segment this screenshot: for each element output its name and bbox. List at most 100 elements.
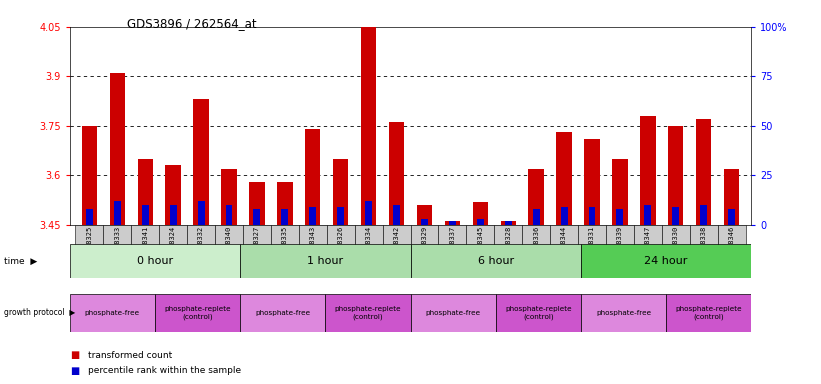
Bar [70,294,155,332]
Bar [581,294,666,332]
Bar [561,207,567,225]
Text: phosphate-free: phosphate-free [255,310,310,316]
Text: GSM618341: GSM618341 [142,226,148,265]
Text: GSM618324: GSM618324 [170,226,177,265]
Bar [589,207,595,225]
Bar [277,182,292,225]
Bar [103,225,131,276]
Text: phosphate-free: phosphate-free [596,310,651,316]
Bar [505,221,511,225]
Text: GSM618345: GSM618345 [477,226,484,265]
Text: ■: ■ [70,350,79,360]
Bar [215,225,243,276]
Bar [449,221,456,225]
Bar [337,207,344,225]
Bar [131,225,159,276]
Bar [662,225,690,276]
Bar [640,116,655,225]
Text: GSM618340: GSM618340 [226,226,232,265]
Bar [724,169,740,225]
Text: growth protocol  ▶: growth protocol ▶ [4,308,76,318]
Text: percentile rank within the sample: percentile rank within the sample [88,366,241,375]
Text: GSM618333: GSM618333 [114,226,120,265]
Bar [271,225,299,276]
Bar [198,201,204,225]
Text: GSM618339: GSM618339 [617,226,623,265]
Bar [282,209,288,225]
Bar [142,205,149,225]
Bar [226,205,232,225]
Text: transformed count: transformed count [88,351,172,360]
Bar [159,225,187,276]
Text: GSM618337: GSM618337 [449,226,456,265]
Bar [473,202,488,225]
Bar [421,219,428,225]
Bar [410,225,438,276]
Bar [617,209,623,225]
Bar [81,126,97,225]
Bar [501,221,516,225]
Bar [438,225,466,276]
Text: GSM618335: GSM618335 [282,226,288,265]
Bar [672,207,679,225]
Bar [696,119,712,225]
Bar [222,169,236,225]
Bar [361,27,376,225]
Bar [410,244,581,278]
Text: GSM618344: GSM618344 [561,226,567,265]
Bar [550,225,578,276]
Bar [305,129,320,225]
Text: GSM618347: GSM618347 [644,226,651,265]
Text: GSM618332: GSM618332 [198,226,204,265]
Bar [477,219,484,225]
Bar [410,294,496,332]
Text: phosphate-replete
(control): phosphate-replete (control) [676,306,742,320]
Text: phosphate-free: phosphate-free [425,310,480,316]
Bar [496,294,581,332]
Bar [254,209,260,225]
Text: 1 hour: 1 hour [307,256,343,266]
Bar [529,169,544,225]
Bar [243,225,271,276]
Text: GSM618328: GSM618328 [505,226,511,265]
Bar [137,159,153,225]
Text: GSM618342: GSM618342 [393,226,400,265]
Text: 24 hour: 24 hour [644,256,688,266]
Bar [365,201,372,225]
Bar [494,225,522,276]
Bar [86,209,93,225]
Bar [718,225,745,276]
Bar [393,205,400,225]
Bar [299,225,327,276]
Bar [644,205,651,225]
Bar [194,99,209,225]
Text: GDS3896 / 262564_at: GDS3896 / 262564_at [127,17,257,30]
Text: GSM618338: GSM618338 [701,226,707,265]
Text: GSM618325: GSM618325 [86,226,92,265]
Text: ■: ■ [70,366,79,376]
Bar [114,201,121,225]
Bar [466,225,494,276]
Text: phosphate-replete
(control): phosphate-replete (control) [335,306,401,320]
Text: GSM618326: GSM618326 [337,226,344,265]
Bar [585,139,599,225]
Bar [333,159,348,225]
Text: phosphate-replete
(control): phosphate-replete (control) [164,306,231,320]
Text: GSM618343: GSM618343 [310,226,316,265]
Bar [666,294,751,332]
Text: GSM618329: GSM618329 [421,226,428,265]
Bar [581,244,751,278]
Text: 6 hour: 6 hour [478,256,514,266]
Text: 0 hour: 0 hour [137,256,173,266]
Bar [383,225,410,276]
Text: GSM618331: GSM618331 [589,226,595,265]
Bar [241,294,325,332]
Text: phosphate-replete
(control): phosphate-replete (control) [505,306,571,320]
Bar [578,225,606,276]
Bar [166,166,181,225]
Bar [241,244,410,278]
Bar [355,225,383,276]
Bar [445,221,460,225]
Bar [557,132,571,225]
Bar [250,182,264,225]
